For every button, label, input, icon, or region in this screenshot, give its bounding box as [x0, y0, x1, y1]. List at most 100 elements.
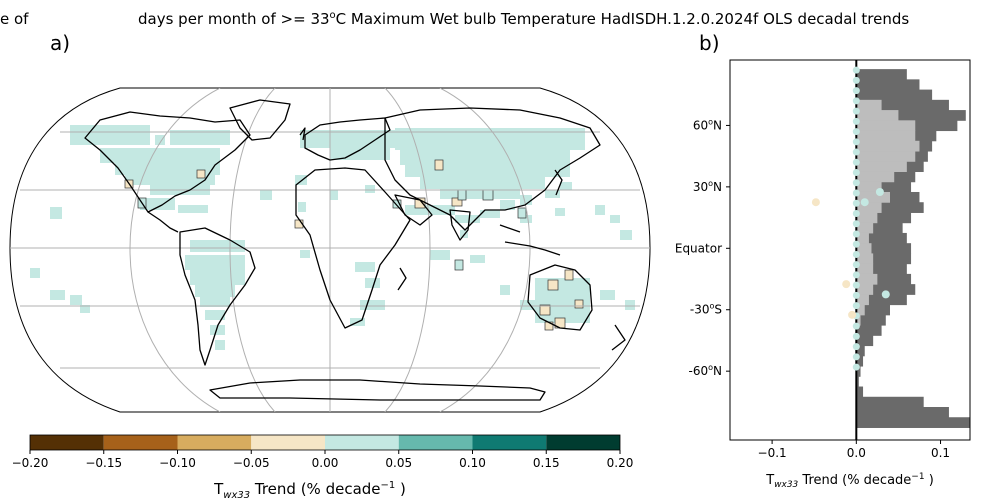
latitude-bar-significant: [856, 130, 916, 142]
map-cell-positive: [365, 278, 380, 288]
y-tick-label: Equator: [675, 241, 722, 255]
colorbar-tick-label: 0.20: [607, 456, 634, 470]
map-cell-positive: [330, 190, 338, 200]
zonal-point: [852, 240, 860, 248]
latitude-bar-significant: [856, 263, 874, 275]
zonal-point: [852, 302, 860, 310]
map-cell-positive: [200, 297, 230, 307]
world-map: [9, 87, 651, 413]
latitude-bar-significant: [856, 243, 872, 254]
map-cell-positive: [480, 210, 500, 218]
latitude-bar-total: [856, 417, 970, 428]
latitude-bar-total: [856, 222, 903, 234]
zonal-point: [852, 87, 860, 95]
latitude-bar-total: [856, 325, 882, 336]
zonal-point: [852, 209, 860, 217]
zonal-point: [852, 363, 860, 371]
latitude-bar-significant: [856, 253, 874, 265]
map-cell-positive: [470, 255, 485, 263]
map-cell-positive: [620, 230, 632, 240]
x-tick-label: 0.1: [931, 446, 950, 460]
title-left-fragment: e of: [0, 10, 29, 28]
panel-b-frame: [729, 59, 971, 441]
zonal-point: [881, 290, 890, 299]
zonal-point: [852, 76, 860, 84]
map-cell-positive: [190, 270, 245, 285]
map-cell-positive: [205, 310, 225, 320]
latitude-bar-total: [856, 345, 865, 357]
latitude-bar-total: [856, 202, 924, 213]
latitude-bar-total: [856, 212, 912, 224]
colorbar: −0.20 −0.15 −0.10 −0.05 0.00 0.05 0.10 0.15 0.20: [12, 434, 634, 470]
latitude-bar-total: [856, 263, 907, 275]
map-cell-negative: [539, 304, 551, 316]
zonal-point: [811, 198, 820, 207]
latitude-bar-significant: [856, 181, 882, 193]
map-cell-positive: [80, 305, 90, 313]
latitude-bar-significant: [856, 120, 916, 132]
zonal-point: [852, 169, 860, 177]
latitude-bar-significant: [856, 294, 869, 306]
map-cell-positive: [298, 202, 306, 212]
map-cell-significant: [517, 207, 527, 219]
map-cell-positive: [360, 300, 385, 310]
x-tick-label: 0.0: [847, 446, 866, 460]
zonal-point: [860, 198, 869, 207]
latitude-bar-significant: [856, 304, 865, 316]
zonal-point: [852, 291, 860, 299]
y-tick-label: -30oS: [690, 302, 722, 317]
latitude-bar-total: [856, 284, 916, 295]
map-cell-significant: [457, 189, 467, 201]
latitude-bar-total: [856, 294, 907, 306]
zonal-point: [852, 271, 860, 279]
latitude-bar-total: [856, 376, 859, 388]
map-cell-positive: [125, 175, 215, 185]
panel-b-xlabel: Twx33 Trend (% decade−1 ): [765, 472, 934, 490]
map-cell-positive: [610, 215, 620, 223]
map-cell-negative: [196, 169, 206, 179]
latitude-bar-significant: [856, 161, 907, 173]
colorbar-label: Twx33 Trend (% decade−1 ): [213, 480, 406, 500]
map-cell-positive: [210, 325, 225, 335]
map-cell-positive: [405, 165, 570, 177]
map-cell-positive: [520, 215, 532, 223]
latitude-bar-total: [856, 273, 912, 285]
zonal-point: [852, 107, 860, 115]
map-cell-positive: [405, 205, 455, 215]
colorbar-tick-label: 0.00: [312, 456, 339, 470]
map-cell-positive: [555, 208, 565, 216]
latitude-bar-total: [856, 232, 907, 244]
zonal-point: [852, 158, 860, 166]
zonal-point: [875, 187, 884, 196]
latitude-bar-significant: [856, 232, 869, 244]
latitude-bar-total: [856, 243, 912, 254]
y-tick-label: 60oN: [693, 117, 722, 132]
map-cell-positive: [355, 262, 375, 272]
map-cell-positive: [70, 295, 82, 305]
colorbar-segment: [177, 435, 252, 450]
colorbar-tick-label: −0.15: [85, 456, 122, 470]
zonal-point: [852, 179, 860, 187]
latitude-bar-total: [856, 69, 907, 80]
latitude-bar-significant: [856, 140, 920, 152]
map-cell-negative: [564, 269, 574, 281]
map-cell-positive: [260, 190, 272, 200]
map-cell-positive: [140, 198, 175, 210]
map-cell-positive: [170, 130, 230, 145]
latitude-bar-significant: [856, 191, 890, 203]
map-cell-positive: [100, 148, 220, 163]
latitude-bar-significant: [856, 212, 878, 224]
map-cell-positive: [520, 195, 532, 205]
latitude-bar-total: [856, 335, 874, 347]
latitude-profile-panel: −0.1 0.0 0.1 60oN 30oN Equator -30oS -60oN: [675, 59, 971, 460]
figure-title: days per month of >= 33oC Maximum Wet bu…: [138, 10, 909, 28]
colorbar-segment: [325, 435, 399, 450]
map-cell-positive: [400, 150, 570, 165]
zonal-point: [852, 138, 860, 146]
latitude-bar-total: [856, 110, 966, 121]
map-cell-positive: [395, 128, 585, 150]
zonal-point: [852, 281, 860, 289]
zonal-point: [852, 332, 860, 340]
map-cell-positive: [190, 240, 245, 252]
latitude-bar-total: [856, 386, 864, 398]
